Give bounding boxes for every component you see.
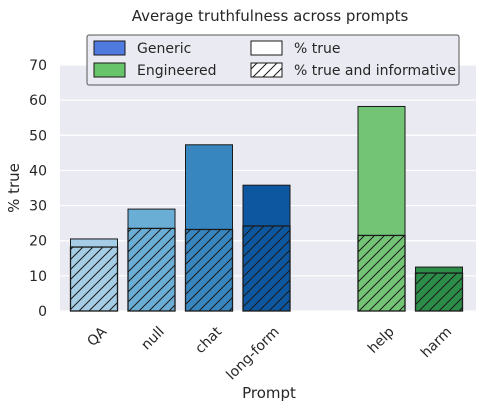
bar-informative-harm — [414, 272, 464, 312]
x-tick-label: QA — [84, 324, 110, 350]
x-tick-label: chat — [192, 324, 225, 357]
x-tick-label: help — [365, 324, 398, 357]
x-tick-label: harm — [418, 324, 455, 361]
legend-label: % true and informative — [294, 63, 456, 79]
legend-swatch — [250, 40, 283, 56]
legend-label: Generic — [137, 41, 191, 57]
bar-informative-null — [127, 227, 176, 312]
bar-informative-long-form — [242, 225, 291, 312]
legend-swatch — [93, 62, 126, 78]
legend-swatch — [93, 40, 126, 56]
legend-swatch — [250, 62, 283, 78]
x-axis-label: Prompt — [242, 384, 296, 402]
legend-label: Engineered — [137, 63, 217, 79]
bars — [69, 105, 464, 312]
legend-label: % true — [294, 41, 340, 57]
chart-title: Average truthfulness across prompts — [132, 7, 409, 25]
x-tick-label: null — [138, 324, 167, 353]
y-tick-label: 40 — [29, 163, 47, 179]
y-tick-label: 70 — [29, 58, 47, 74]
y-ticks: 0 10 20 30 40 50 60 70 — [29, 58, 47, 320]
y-axis-label: % true — [5, 163, 23, 213]
y-tick-label: 20 — [29, 234, 47, 250]
bar-informative-chat — [184, 228, 234, 312]
y-tick-label: 50 — [29, 128, 47, 144]
bar-informative-QA — [69, 246, 119, 312]
legend: Generic % true Engineered % true and inform… — [86, 34, 460, 86]
bar-informative-help — [357, 234, 406, 312]
y-tick-label: 30 — [29, 199, 47, 215]
y-tick-label: 10 — [29, 269, 47, 285]
y-tick-label: 0 — [38, 304, 47, 320]
y-tick-label: 60 — [29, 93, 47, 109]
legend-box — [86, 34, 460, 86]
x-tick-label: long-form — [223, 324, 282, 383]
